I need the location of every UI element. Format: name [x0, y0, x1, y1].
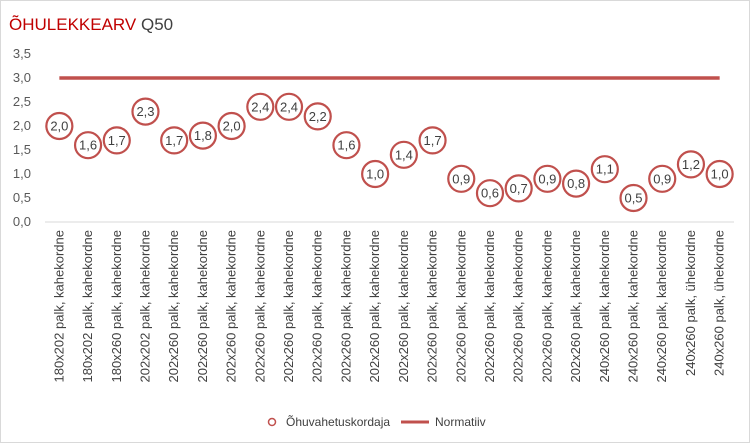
chart-title-subtitle: Q50: [140, 15, 174, 34]
x-category-label: 202x260 palk, kahekordne: [195, 230, 210, 383]
y-tick-label: 2,0: [13, 118, 31, 133]
data-label: 1,0: [366, 167, 384, 182]
x-category-label: 202x260 palk, kahekordne: [338, 230, 353, 383]
x-category-label: 202x260 palk, kahekordne: [425, 230, 440, 383]
y-tick-label: 3,0: [13, 70, 31, 85]
data-point-marker: [73, 131, 103, 160]
data-label: 1,6: [337, 138, 355, 153]
data-label: 1,0: [711, 167, 729, 182]
x-category-label: 240x260 palk, kahekordne: [597, 230, 612, 383]
x-category-label: 202x260 palk, kahekordne: [568, 230, 583, 383]
x-category-label: 202x260 palk, kahekordne: [511, 230, 526, 383]
data-label: 0,9: [653, 171, 671, 186]
x-category-label: 202x260 palk, kahekordne: [539, 230, 554, 383]
data-label: 0,8: [567, 176, 585, 191]
data-point-marker: [246, 92, 275, 121]
data-label: 1,7: [424, 133, 442, 148]
data-label: 2,4: [280, 99, 298, 114]
x-category-label: 180x202 palk, kahekordne: [80, 230, 95, 383]
data-label: 1,7: [165, 133, 183, 148]
data-label: 0,9: [538, 171, 556, 186]
x-category-label: 240x260 palk, kahekordne: [626, 230, 641, 383]
data-point-marker: [274, 92, 304, 121]
data-point-marker: [676, 150, 706, 179]
x-category-label: 240x260 palk, ühekordne: [683, 230, 698, 376]
data-label: 2,0: [50, 119, 68, 134]
data-label: 0,7: [510, 181, 528, 196]
data-label: 1,1: [596, 162, 614, 177]
data-point-marker: [188, 121, 217, 150]
data-label: 1,2: [682, 157, 700, 172]
data-point-marker: [332, 131, 361, 160]
data-point-marker: [361, 159, 390, 189]
data-point-marker: [590, 155, 619, 184]
data-point-marker: [562, 169, 591, 198]
x-category-label: 202x260 palk, kahekordne: [482, 230, 497, 383]
data-point-marker: [533, 164, 562, 193]
y-tick-label: 3,5: [13, 46, 31, 61]
x-category-label: 202x260 palk, kahekordne: [252, 230, 267, 383]
data-label: 0,6: [481, 186, 499, 201]
y-tick-label: 1,0: [13, 166, 31, 181]
data-point-marker: [504, 174, 533, 203]
data-label: 2,4: [251, 99, 269, 114]
data-label: 1,6: [79, 138, 97, 153]
x-category-label: 202x260 palk, kahekordne: [310, 230, 325, 383]
data-point-marker: [447, 164, 476, 193]
x-category-label: 180x202 palk, kahekordne: [51, 230, 66, 383]
chart-title: ÕHULEKKEARV Q50: [9, 15, 173, 35]
data-point-marker: [160, 126, 189, 155]
x-category-label: 202x260 palk, kahekordne: [166, 230, 181, 383]
data-label: 1,8: [194, 128, 212, 143]
legend-label-ohuvahetuskordaja: Õhuvahetuskordaja: [286, 414, 390, 429]
data-label: 1,4: [395, 147, 413, 162]
legend-label-normatiiv: Normatiiv: [435, 415, 486, 429]
data-point-marker: [217, 111, 246, 141]
x-category-label: 202x260 palk, kahekordne: [281, 230, 296, 383]
data-label: 2,0: [223, 119, 241, 134]
data-label: 2,3: [136, 104, 154, 119]
data-point-marker: [303, 102, 332, 131]
x-category-label: 202x260 palk, kahekordne: [453, 230, 468, 383]
data-point-marker: [45, 111, 74, 141]
data-point-marker: [705, 159, 734, 189]
chart-title-main: ÕHULEKKEARV: [9, 15, 137, 34]
y-tick-label: 0,5: [13, 190, 31, 205]
x-category-label: 202x260 palk, kahekordne: [396, 230, 411, 383]
y-tick-label: 1,5: [13, 142, 31, 157]
x-category-label: 240x260 palk, kahekordne: [654, 230, 669, 383]
data-point-marker: [418, 126, 447, 155]
data-point-marker: [131, 97, 160, 126]
data-label: 2,2: [309, 109, 327, 124]
x-category-label: 202x260 palk, kahekordne: [367, 230, 382, 383]
y-tick-label: 2,5: [13, 94, 31, 109]
x-category-label: 240x260 palk, ühekordne: [712, 230, 727, 376]
data-label: 0,9: [452, 171, 470, 186]
x-category-label: 180x260 palk, kahekordne: [109, 230, 124, 383]
data-point-marker: [389, 140, 418, 169]
x-category-label: 202x260 palk, kahekordne: [224, 230, 239, 383]
data-point-marker: [619, 183, 648, 213]
data-point-marker: [475, 179, 505, 208]
data-label: 1,7: [108, 133, 126, 148]
data-point-marker: [648, 164, 677, 193]
y-tick-label: 0,0: [13, 214, 31, 229]
data-point-marker: [102, 126, 131, 155]
legend-marker-ohuvahetuskordaja: [267, 417, 277, 427]
data-label: 0,5: [624, 191, 642, 206]
x-category-label: 202x202 palk, kahekordne: [137, 230, 152, 383]
